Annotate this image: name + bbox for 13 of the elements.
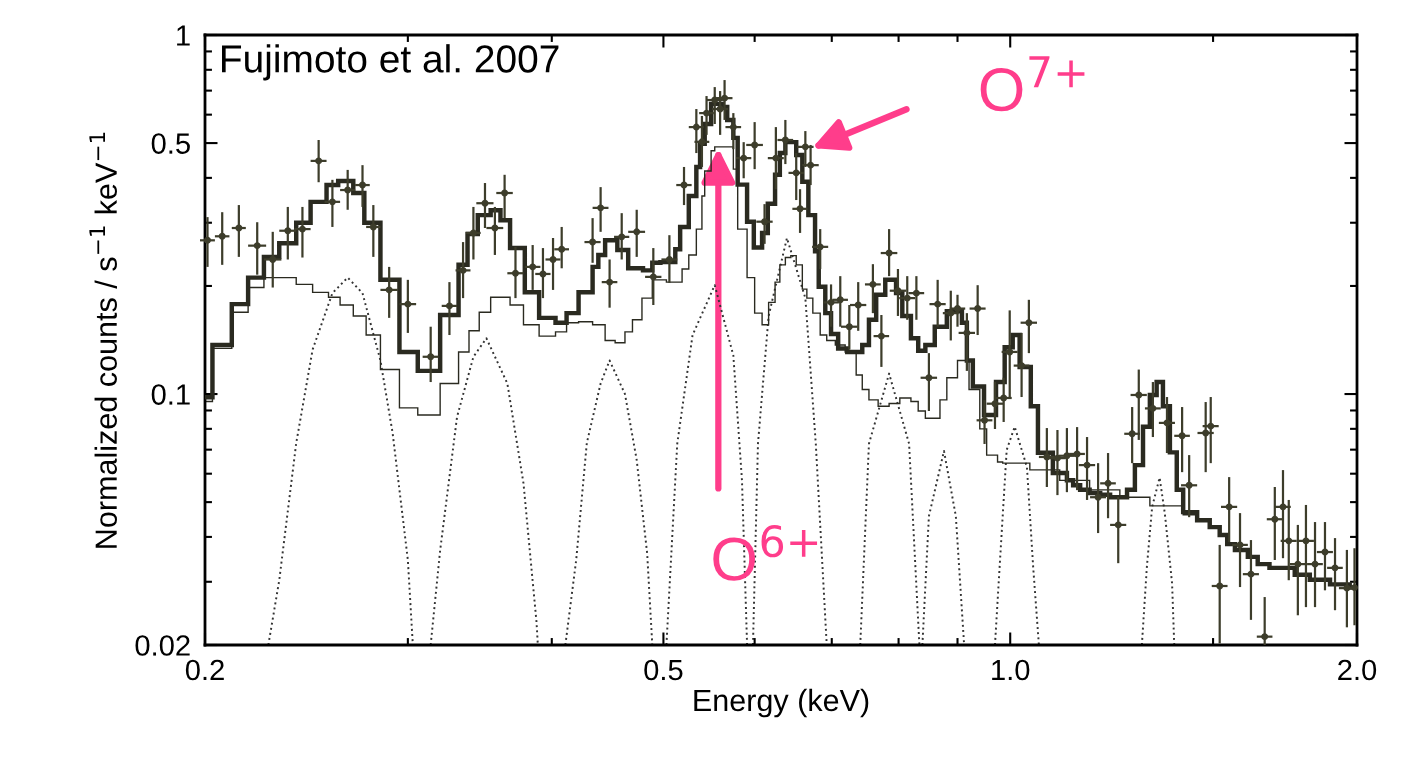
x-axis-title: Energy (keV)	[694, 688, 869, 718]
x-tick-label: 0.5	[644, 659, 683, 681]
x-tick-label: 1.0	[992, 659, 1030, 681]
x-tick-label: 2.0	[1338, 659, 1377, 681]
x-tick-label: 0.2	[185, 659, 224, 681]
annotation: O$^{6+}$	[713, 525, 818, 581]
y-tick-label: 1	[177, 25, 190, 46]
y-tick-label: 0.5	[151, 133, 190, 154]
annotation: O$^{7+}$	[980, 56, 1085, 112]
y-tick-label: 0.1	[151, 384, 190, 405]
y-tick-label: 0.02	[135, 635, 190, 656]
y-axis-title: Normalized counts / s$^{−1}$ keV$^{−1}$	[89, 132, 117, 548]
annotation: Fujimoto et al. 2007	[222, 44, 559, 81]
